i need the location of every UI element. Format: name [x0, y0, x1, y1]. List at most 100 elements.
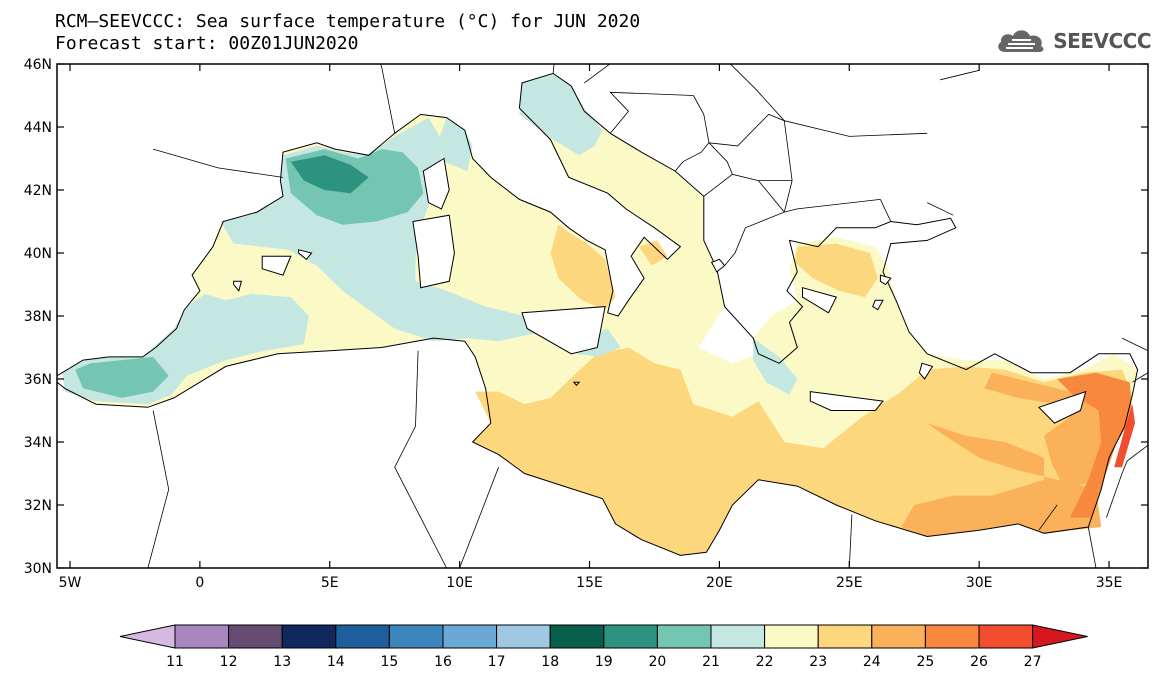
- logo-text: SEEVCCC: [1053, 29, 1151, 53]
- coastline: [57, 72, 1139, 556]
- island-outline: [412, 214, 455, 289]
- colorbar-label: 15: [380, 654, 398, 670]
- lat-tick-label: 30N: [24, 561, 52, 577]
- sst-region-23-24: [550, 224, 616, 310]
- country-border: [1121, 337, 1148, 352]
- colorbar-swatch: [817, 624, 873, 649]
- colorbar-swatch: [764, 624, 819, 649]
- colorbar-label: 13: [273, 654, 291, 670]
- colorbar-swatch: [228, 624, 283, 649]
- island-outline: [298, 249, 313, 260]
- lon-tick-label: 5W: [59, 575, 82, 591]
- chart-subtitle: Forecast start: 00Z01JUN2020: [55, 33, 359, 54]
- country-border: [880, 199, 892, 222]
- island-outline: [809, 391, 884, 411]
- map-lines: [57, 64, 1148, 568]
- country-border: [693, 95, 728, 162]
- colorbar-swatch: [656, 624, 712, 649]
- colorbar-swatch: [335, 624, 390, 649]
- country-border: [708, 113, 785, 147]
- colorbar-swatch: [442, 624, 498, 649]
- colorbar-swatch: [281, 624, 337, 649]
- sst-region-26-27: [1114, 404, 1135, 468]
- colorbar-label: 14: [327, 654, 345, 670]
- lon-tick-label: 5E: [321, 575, 339, 591]
- colorbar-label: 23: [809, 654, 827, 670]
- lat-tick-label: 44N: [24, 120, 52, 136]
- colorbar-swatch: [549, 624, 605, 649]
- colorbar-label: 22: [756, 654, 774, 670]
- country-border: [380, 64, 396, 134]
- map-axes: 5W 0 5E 10E 15E 20E 25E 30E 35E 30N 32N 34N 36N 38N 40…: [24, 57, 1148, 591]
- lat-tick-label: 46N: [24, 57, 52, 73]
- sst-region-21-22: [753, 338, 798, 395]
- country-border: [674, 142, 710, 172]
- country-border: [152, 148, 284, 178]
- island-outline: [802, 287, 838, 314]
- colorbar-label: 18: [541, 654, 559, 670]
- lon-tick-label: 15E: [576, 575, 603, 591]
- lat-tick-label: 36N: [24, 372, 52, 388]
- colorbar-label: 20: [648, 654, 666, 670]
- lat-tick-label: 38N: [24, 309, 52, 325]
- country-border: [927, 202, 954, 216]
- lon-tick-label: 10E: [446, 575, 473, 591]
- country-border: [459, 467, 499, 568]
- lon-tick-label: 20E: [706, 575, 733, 591]
- lat-tick-label: 40N: [24, 246, 52, 262]
- colorbar-label: 19: [595, 654, 613, 670]
- island-outline: [872, 299, 884, 311]
- colorbar-label: 26: [970, 654, 988, 670]
- seevccc-logo: SEEVCCC: [995, 24, 1151, 58]
- colorbar-swatch: [710, 624, 766, 649]
- island-outline: [521, 306, 606, 355]
- cloud-icon: [998, 30, 1044, 52]
- colorbar-swatch: [871, 624, 926, 649]
- colorbar-label: 27: [1024, 654, 1042, 670]
- colorbar-swatch: [978, 624, 1034, 649]
- country-border: [584, 64, 611, 84]
- colorbar: 11 12 13 14 15 16 17 18 19 20 21 22 23 24 25 26 27: [119, 624, 1088, 670]
- island-outline: [422, 157, 450, 210]
- lon-tick-label: 0: [195, 575, 204, 591]
- chart-title: RCM–SEEVCCC: Sea surface temperature (°C…: [55, 11, 641, 32]
- country-border: [1038, 504, 1058, 531]
- island-outline: [879, 274, 892, 286]
- colorbar-swatch: [174, 624, 230, 649]
- colorbar-label: 11: [166, 654, 184, 670]
- sst-region-25-26: [1057, 372, 1133, 518]
- island-outline: [710, 258, 726, 273]
- country-border: [552, 64, 555, 74]
- lon-tick-label: 30E: [966, 575, 993, 591]
- lon-tick-label: 25E: [836, 575, 863, 591]
- colorbar-label: 12: [220, 654, 238, 670]
- country-border: [1106, 444, 1148, 518]
- country-border: [729, 64, 785, 121]
- sst-region-19-20: [290, 155, 369, 194]
- country-border: [147, 410, 170, 568]
- colorbar-label: 24: [863, 654, 881, 670]
- colorbar-label: 21: [702, 654, 720, 670]
- colorbar-swatch: [496, 624, 551, 649]
- sst-region-23-24: [794, 243, 878, 298]
- island-outline: [918, 362, 934, 380]
- lat-tick-label: 32N: [24, 498, 52, 514]
- country-border: [848, 514, 853, 568]
- lat-tick-label: 42N: [24, 183, 52, 199]
- lon-tick-label: 35E: [1096, 575, 1123, 591]
- colorbar-label: 25: [916, 654, 934, 670]
- colorbar-label: 16: [434, 654, 452, 670]
- colorbar-extend-high: [1032, 624, 1088, 649]
- colorbar-extend-low: [119, 624, 176, 649]
- island-outline: [261, 255, 292, 276]
- sst-region-23-24: [638, 240, 668, 266]
- island-outline: [1037, 390, 1087, 424]
- colorbar-label: 17: [488, 654, 506, 670]
- island-outline: [233, 280, 243, 292]
- colorbar-swatch: [603, 624, 658, 649]
- country-border: [940, 69, 980, 81]
- sst-region-24-25: [901, 404, 1102, 537]
- country-border: [609, 91, 694, 134]
- colorbar-swatch: [388, 624, 444, 649]
- country-border: [726, 161, 733, 175]
